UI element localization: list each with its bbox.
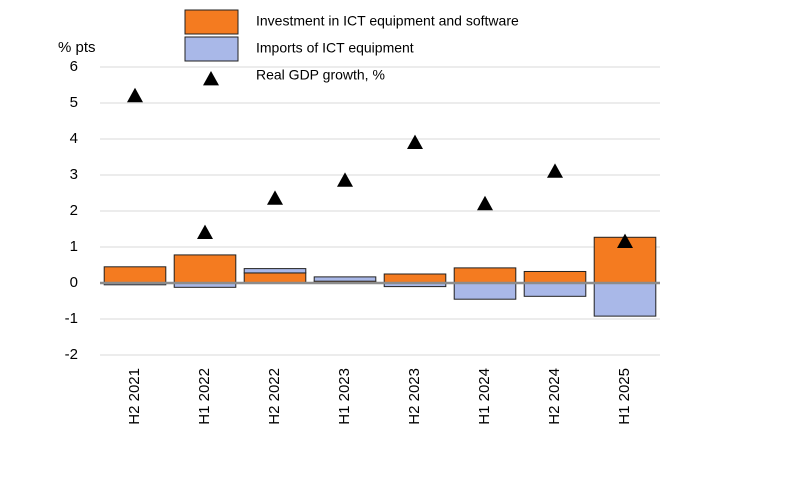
legend-label: Imports of ICT equipment bbox=[256, 40, 414, 56]
legend-swatch bbox=[184, 9, 239, 35]
legend-swatch bbox=[184, 36, 239, 62]
bar-segment bbox=[243, 272, 307, 284]
x-tick-label: H1 2025 bbox=[616, 368, 633, 425]
marker bbox=[477, 195, 493, 211]
bar-segment bbox=[523, 282, 587, 297]
y-tick-label: 4 bbox=[70, 130, 78, 147]
legend-marker bbox=[203, 71, 219, 86]
x-tick-label: H2 2021 bbox=[126, 368, 143, 425]
y-tick-label: 2 bbox=[70, 202, 78, 219]
marker bbox=[337, 172, 353, 187]
x-tick-label: H1 2023 bbox=[336, 368, 353, 425]
marker bbox=[197, 224, 213, 239]
bar-segment bbox=[523, 270, 587, 284]
bar-segment bbox=[103, 266, 167, 284]
y-tick-label: 5 bbox=[70, 94, 78, 111]
bar-segment bbox=[313, 276, 377, 282]
x-tick-label: H2 2024 bbox=[546, 368, 563, 425]
legend-label: Real GDP growth, % bbox=[256, 67, 385, 83]
y-tick-label: -1 bbox=[65, 310, 78, 327]
marker bbox=[267, 190, 283, 205]
bar-segment bbox=[173, 254, 237, 284]
x-tick-label: H1 2022 bbox=[196, 368, 213, 425]
y-axis-label: % pts bbox=[58, 39, 96, 56]
legend-label: Investment in ICT equipment and software bbox=[256, 13, 519, 29]
x-tick-label: H2 2022 bbox=[266, 368, 283, 425]
bar-segment bbox=[453, 282, 517, 300]
marker bbox=[127, 87, 143, 103]
y-tick-label: -2 bbox=[65, 346, 78, 363]
bar-segment bbox=[593, 282, 657, 317]
y-tick-label: 6 bbox=[70, 58, 78, 75]
x-tick-label: H1 2024 bbox=[476, 368, 493, 425]
y-tick-label: 1 bbox=[70, 238, 78, 255]
marker bbox=[617, 233, 633, 248]
y-tick-label: 3 bbox=[70, 166, 78, 183]
bar-segment bbox=[383, 273, 447, 284]
bar-segment bbox=[243, 268, 307, 274]
y-tick-label: 0 bbox=[70, 274, 78, 291]
bar-segment bbox=[453, 267, 517, 284]
marker bbox=[407, 134, 423, 149]
x-tick-label: H2 2023 bbox=[406, 368, 423, 425]
marker bbox=[547, 163, 563, 178]
